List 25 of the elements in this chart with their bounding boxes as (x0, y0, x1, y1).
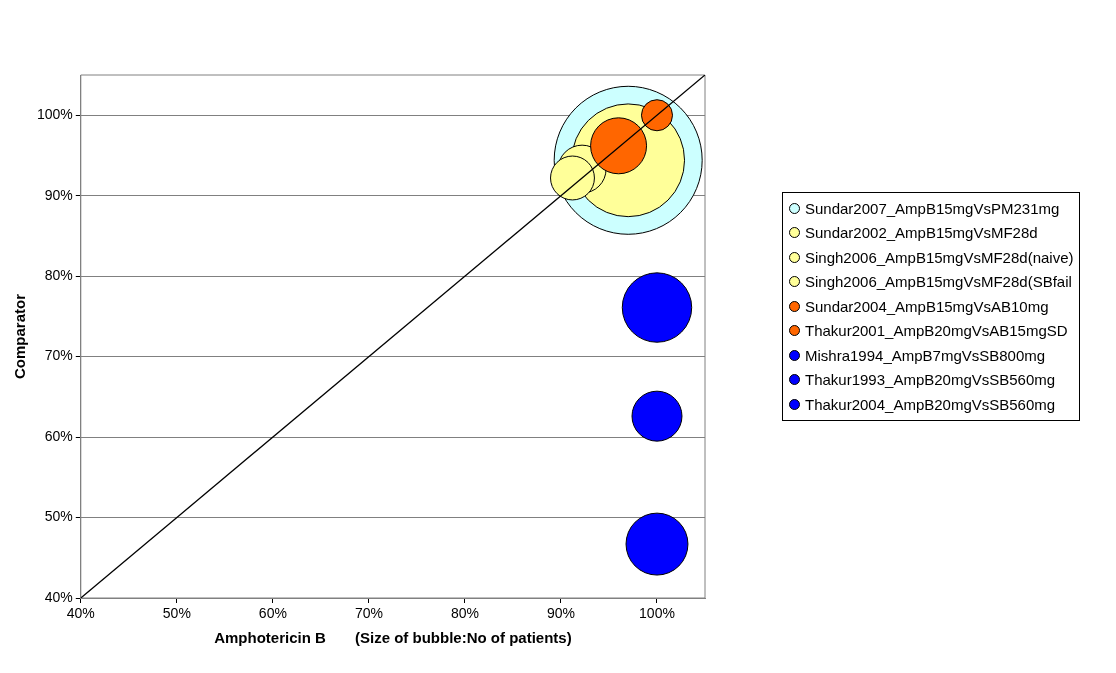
legend-label: Thakur2004_AmpB20mgVsSB560mg (805, 395, 1056, 413)
y-axis-title: Comparator (11, 293, 29, 380)
legend-label: Sundar2007_AmpB15mgVsPM231mg (805, 199, 1060, 217)
legend-label: Sundar2002_AmpB15mgVsMF28d (805, 224, 1038, 242)
x-tick-label: 60% (258, 605, 287, 622)
legend-label: Singh2006_AmpB15mgVsMF28d(SBfail (805, 273, 1072, 291)
x-tick-label: 70% (354, 605, 383, 622)
x-tick-label: 90% (546, 605, 575, 622)
y-tick-label: 100% (36, 106, 73, 123)
y-tick-label: 70% (44, 347, 73, 364)
legend-label: Sundar2004_AmpB15mgVsAB10mg (805, 297, 1049, 315)
y-tick-label: 50% (44, 508, 73, 525)
y-tick-label: 80% (44, 267, 73, 284)
y-tick-label: 40% (44, 588, 73, 605)
x-tick-label: 100% (639, 605, 675, 622)
legend-label: Singh2006_AmpB15mgVsMF28d(naive) (805, 248, 1074, 266)
y-tick-label: 90% (44, 186, 73, 203)
x-tick-label: 50% (162, 605, 191, 622)
legend-label: Mishra1994_AmpB7mgVsSB800mg (805, 346, 1046, 364)
y-tick-label: 60% (44, 427, 73, 444)
legend-label: Thakur2001_AmpB20mgVsAB15mgSD (805, 322, 1068, 340)
legend-label: Thakur1993_AmpB20mgVsSB560mg (805, 371, 1056, 389)
x-tick-label: 40% (66, 605, 95, 622)
x-axis-title: Amphotericin B (Size of bubble:No of patients) (214, 628, 572, 646)
x-tick-label: 80% (450, 605, 479, 622)
